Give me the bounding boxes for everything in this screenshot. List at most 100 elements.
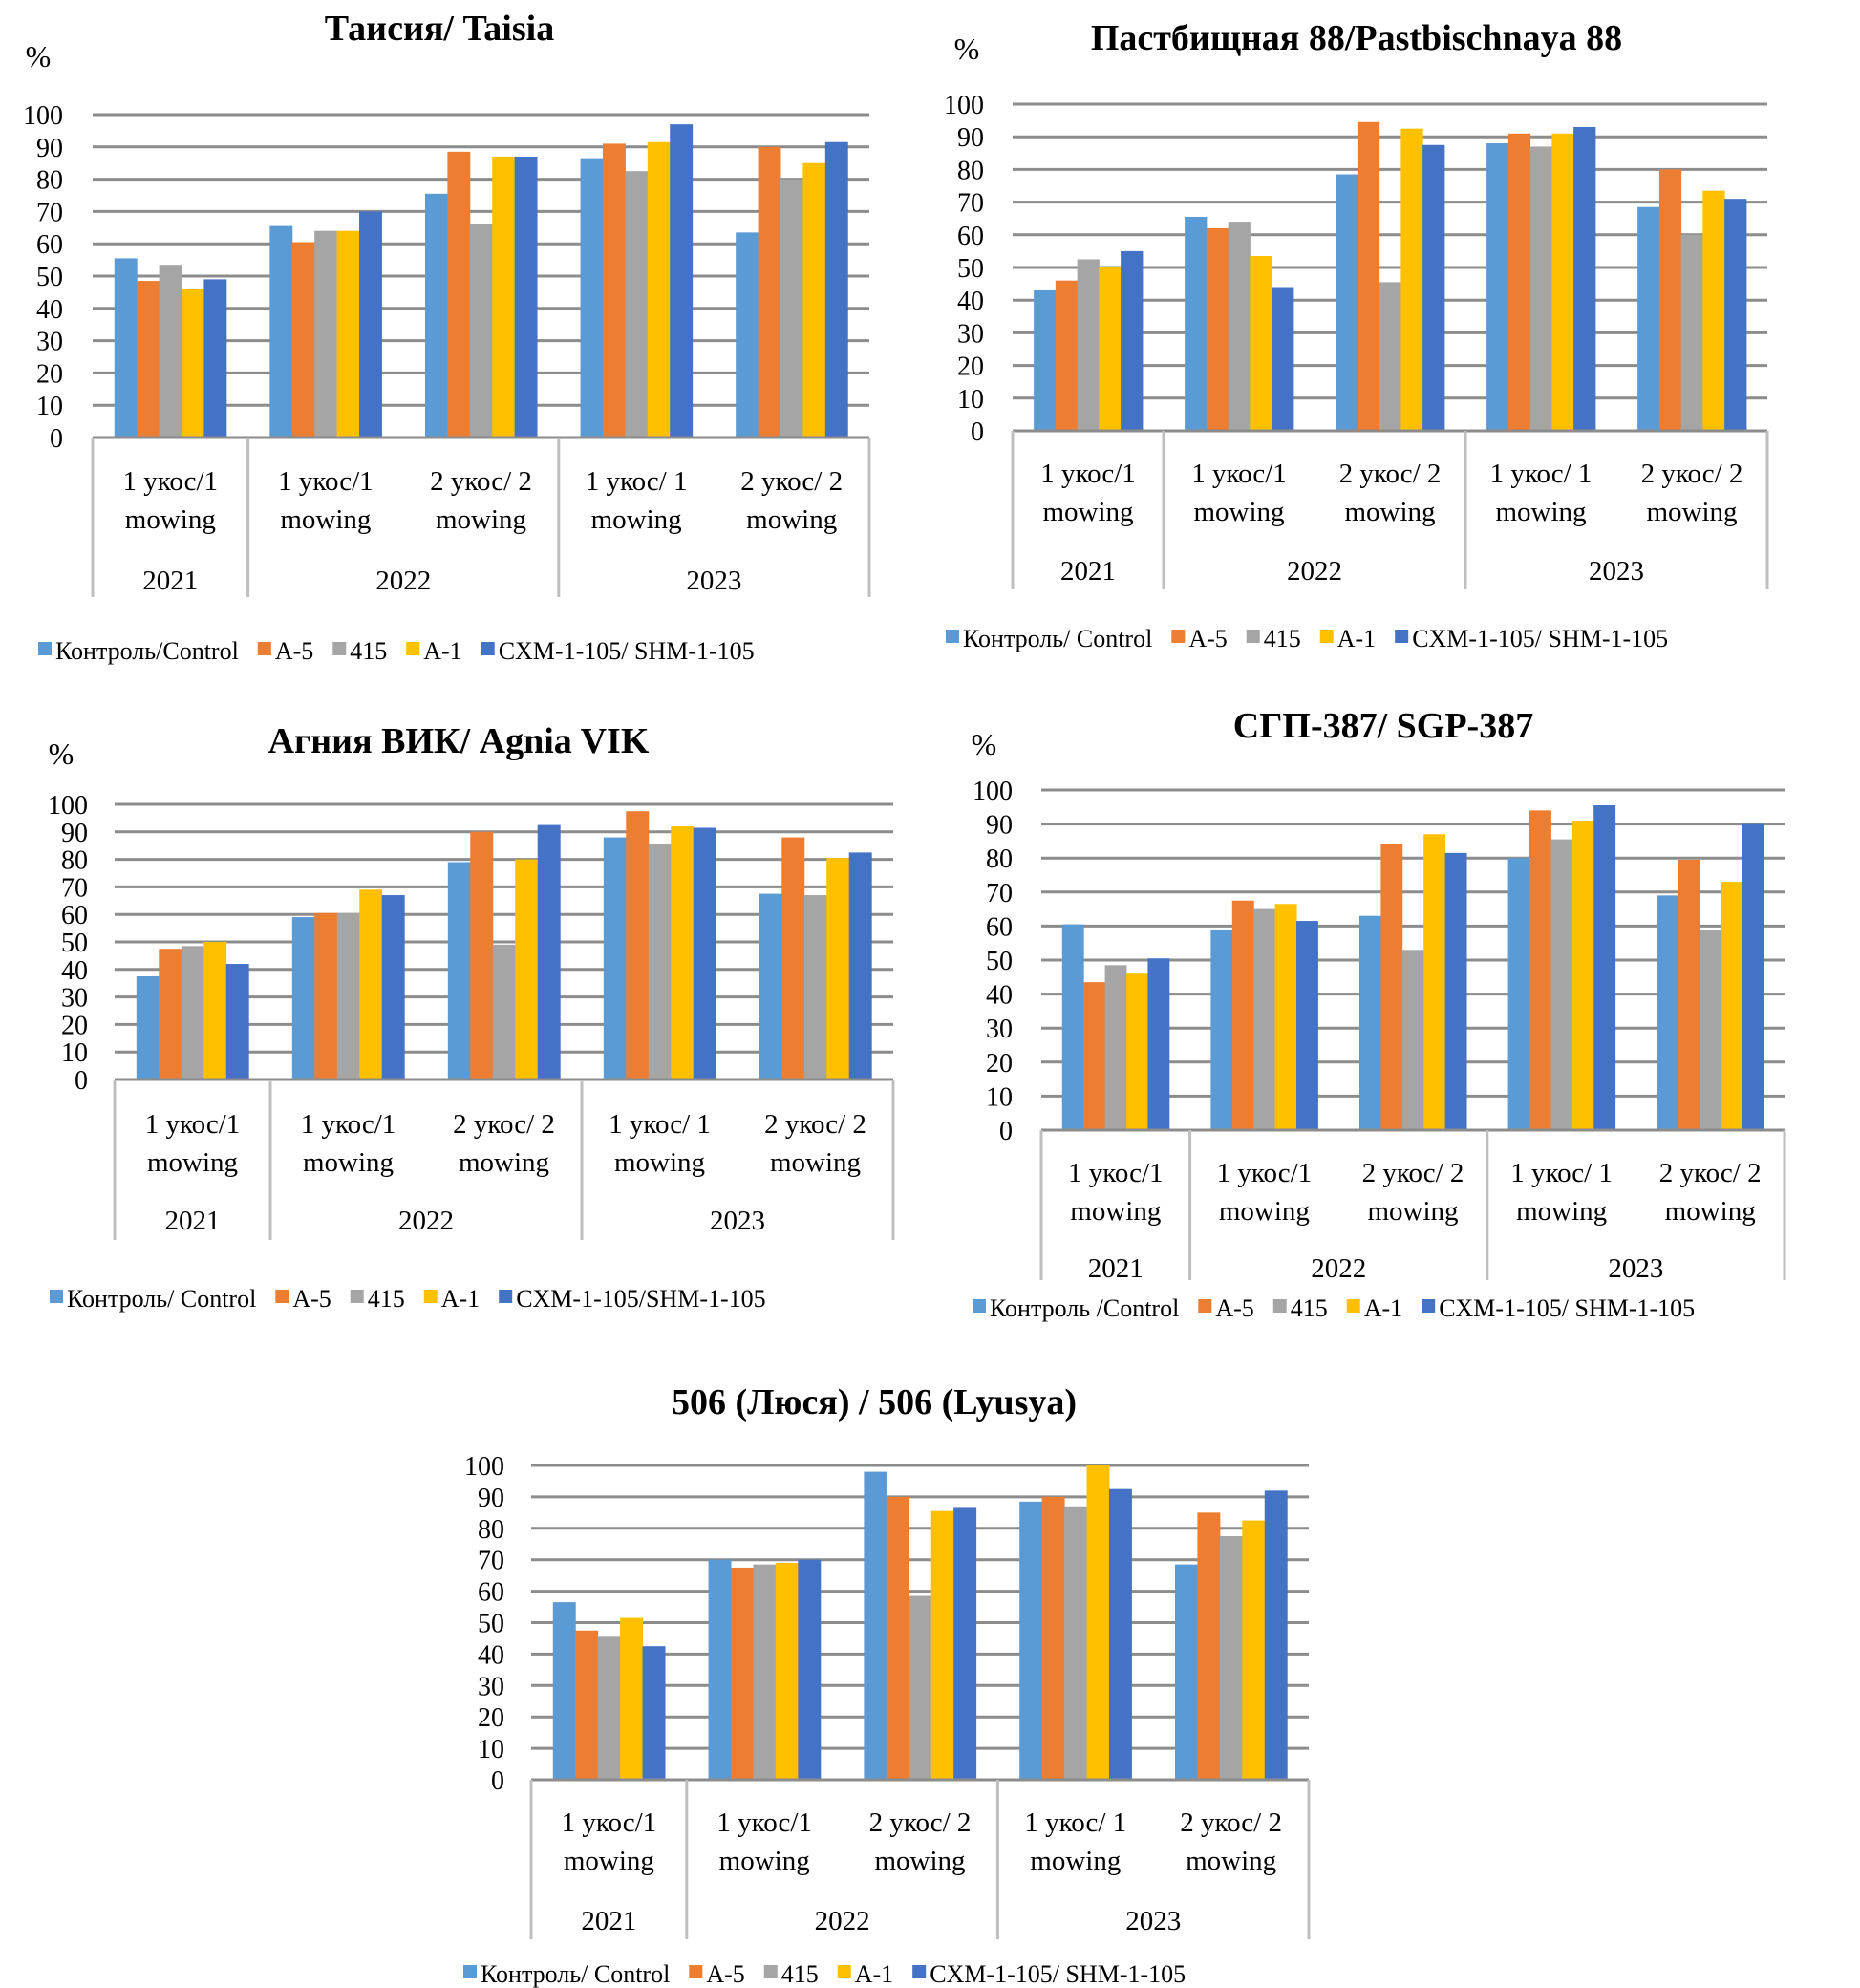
x-category-label: 1 укос/1 (278, 466, 374, 497)
bar (515, 859, 539, 1080)
chart-title: Пастбищная 88/Pastbischnaya 88 (1091, 18, 1622, 58)
bar (470, 831, 494, 1080)
bar (1699, 929, 1721, 1130)
bar (381, 895, 405, 1080)
x-category-label: mowing (1516, 1196, 1607, 1227)
x-year-label: 2022 (1311, 1253, 1366, 1284)
bar (1379, 282, 1401, 431)
bar (1637, 206, 1660, 431)
bar (1296, 921, 1318, 1130)
x-category-label: 2 укос/ 2 (740, 466, 843, 497)
y-tick-label: 90 (986, 811, 1013, 841)
legend-label: A-5 (1215, 1294, 1253, 1322)
y-tick-label: 40 (61, 956, 88, 986)
bar (447, 151, 471, 438)
legend-swatch (689, 1965, 703, 1978)
y-axis-unit-label: % (26, 39, 52, 74)
bar (1507, 133, 1531, 431)
bar (670, 124, 694, 438)
x-category-label: 2 укос/ 2 (1339, 459, 1442, 489)
legend-label: Контроль /Control (990, 1294, 1179, 1322)
bar (1034, 289, 1057, 431)
bar (1250, 256, 1272, 431)
y-tick-label: 0 (75, 1066, 88, 1096)
legend-label: 415 (1264, 625, 1301, 652)
bar (181, 946, 204, 1080)
bar (848, 852, 872, 1080)
bar (1444, 852, 1467, 1130)
chart-title: 506 (Люся) / 506 (Lyusya) (672, 1382, 1077, 1422)
x-category-label: 2 укос/ 2 (453, 1109, 555, 1140)
bar (826, 858, 850, 1080)
bar (114, 258, 138, 438)
y-tick-label: 0 (50, 424, 63, 454)
x-category-label: 1 укос/1 (1217, 1158, 1313, 1188)
legend-swatch (275, 1290, 289, 1303)
legend: Контроль /Control A-5 415 A-1 CXM-1-105/ SHM… (973, 1294, 1695, 1322)
bar (1108, 1488, 1132, 1780)
legend-label: CXM-1-105/ SHM-1-105 (1439, 1294, 1695, 1322)
chart-panel-3: Агния ВИК/ Agnia VIK% 0102030405060708090… (48, 721, 895, 1313)
bar (1242, 1520, 1266, 1780)
bar (781, 837, 805, 1080)
bar (758, 146, 781, 438)
y-tick-label: 30 (986, 1015, 1013, 1044)
y-axis-unit-label: % (954, 32, 980, 66)
x-category-label: 2 укос/ 2 (430, 466, 532, 497)
y-tick-label: 100 (464, 1452, 504, 1482)
bar (1400, 128, 1423, 431)
x-category-label: 1 укос/ 1 (1490, 459, 1593, 489)
chart-title: Таисия/ Taisia (325, 9, 554, 49)
chart-title: Агния ВИК/ Agnia VIK (268, 721, 650, 761)
x-category-label: 1 укос/1 (1191, 459, 1287, 489)
y-tick-label: 0 (999, 1117, 1013, 1146)
bar (1507, 858, 1530, 1130)
bar (642, 1646, 666, 1780)
y-tick-label: 50 (957, 254, 984, 284)
bar (1206, 227, 1229, 431)
x-year-label: 2022 (815, 1906, 870, 1936)
bar (359, 211, 382, 438)
y-tick-label: 40 (36, 295, 63, 325)
y-tick-label: 100 (973, 777, 1013, 806)
y-tick-label: 70 (478, 1547, 504, 1576)
bar (1019, 1501, 1043, 1780)
bar (336, 230, 360, 438)
bar (708, 1559, 732, 1780)
y-tick-label: 50 (61, 929, 88, 958)
legend-swatch (1246, 630, 1260, 643)
legend-label: A-5 (706, 1960, 744, 1988)
x-category-label: mowing (874, 1846, 965, 1876)
x-year-label: 2021 (1088, 1253, 1144, 1284)
y-tick-label: 20 (478, 1703, 504, 1733)
bar (269, 225, 293, 438)
x-category-label: mowing (1193, 497, 1284, 527)
bar (182, 289, 204, 438)
y-tick-label: 30 (36, 328, 63, 357)
y-tick-label: 90 (478, 1484, 504, 1513)
y-tick-label: 60 (478, 1578, 504, 1608)
bar (1593, 805, 1616, 1130)
x-year-label: 2022 (375, 566, 431, 596)
bar (159, 265, 182, 438)
y-tick-label: 90 (957, 123, 984, 153)
bar (780, 179, 803, 438)
bar (291, 917, 315, 1080)
x-year-label: 2023 (1125, 1906, 1181, 1936)
x-year-label: 2022 (1287, 556, 1342, 587)
legend-label: Контроль/Control (55, 637, 239, 665)
y-tick-label: 80 (957, 156, 984, 185)
bar (136, 976, 160, 1080)
legend-label: A-5 (292, 1285, 331, 1313)
y-tick-label: 10 (478, 1735, 504, 1764)
legend-label: A-1 (1364, 1294, 1402, 1322)
bar (514, 156, 538, 438)
x-year-label: 2021 (1060, 556, 1116, 587)
bar (647, 141, 671, 438)
y-tick-label: 20 (61, 1011, 88, 1040)
bar (798, 1559, 822, 1780)
y-tick-label: 80 (478, 1515, 504, 1545)
legend-label: A-5 (1188, 625, 1227, 652)
bar (626, 811, 650, 1080)
x-category-label: 1 укос/1 (562, 1807, 657, 1838)
